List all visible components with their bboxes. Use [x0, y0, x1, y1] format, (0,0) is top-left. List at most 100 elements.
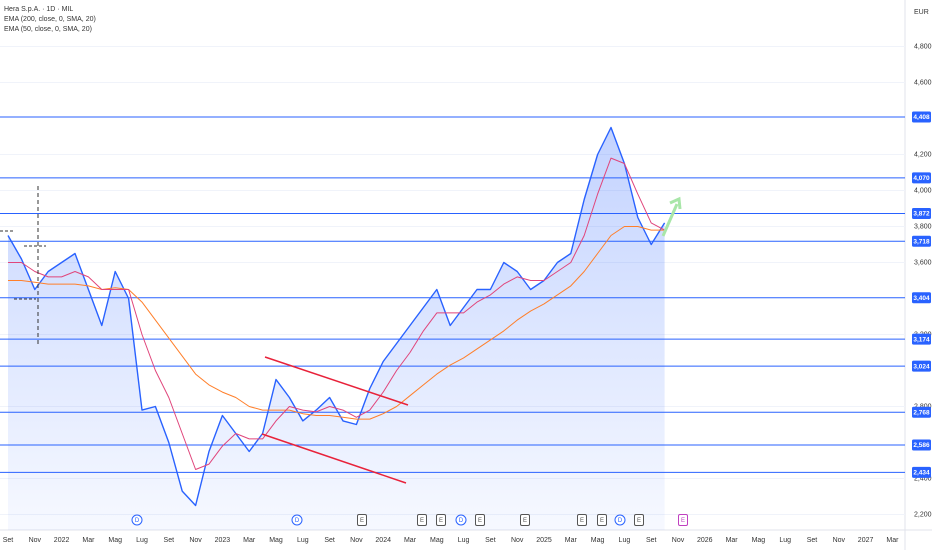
- event-marker: [678, 514, 688, 526]
- event-label: D: [618, 518, 623, 524]
- level-label: 3,872: [913, 211, 930, 218]
- x-tick-label: Lug: [297, 537, 309, 544]
- event-label: E: [523, 518, 527, 524]
- x-tick-label: Mar: [404, 537, 417, 544]
- x-tick-label: Mar: [726, 537, 739, 544]
- ema-line: [8, 157, 665, 470]
- event-marker: [520, 514, 530, 526]
- level-badge: [912, 208, 931, 220]
- x-tick-label: 2026: [697, 537, 713, 544]
- currency-label: EUR: [914, 9, 929, 16]
- y-tick-label: 4,200: [914, 151, 932, 158]
- x-tick-label: Mag: [430, 537, 444, 544]
- x-tick-label: 2023: [215, 537, 231, 544]
- x-tick-label: Set: [3, 537, 14, 544]
- level-label: 3,404: [913, 295, 930, 302]
- legend-entry: EMA (200, close, 0, SMA, 20): [4, 16, 96, 23]
- x-tick-label: Mar: [82, 537, 95, 544]
- x-tick-label: Mar: [565, 537, 578, 544]
- level-badge: [912, 360, 931, 372]
- level-label: 3,024: [913, 363, 930, 370]
- level-badge: [912, 439, 931, 451]
- level-label: 4,408: [913, 114, 930, 121]
- x-tick-label: Set: [646, 537, 657, 544]
- x-tick-label: Mar: [886, 537, 899, 544]
- level-label: 4,070: [913, 175, 930, 182]
- event-label: E: [360, 518, 364, 524]
- x-tick-label: Mag: [752, 537, 766, 544]
- ema-line: [8, 226, 665, 420]
- y-tick-label: 2,400: [914, 475, 932, 482]
- y-tick-label: 4,800: [914, 43, 932, 50]
- x-tick-label: Lug: [458, 537, 470, 544]
- x-tick-label: Nov: [29, 537, 42, 544]
- event-marker: [357, 514, 367, 526]
- x-tick-label: 2022: [54, 537, 70, 544]
- y-tick-label: 2,200: [914, 511, 932, 518]
- x-tick-label: Set: [164, 537, 175, 544]
- level-badge: [912, 333, 931, 345]
- level-badge: [912, 172, 931, 184]
- x-tick-label: Nov: [350, 537, 363, 544]
- y-tick-label: 3,800: [914, 223, 932, 230]
- trend-line: [264, 356, 409, 406]
- level-label: 2,586: [913, 442, 930, 449]
- chart-title: Hera S.p.A. · 1D · MIL: [4, 6, 73, 13]
- event-marker: [597, 514, 607, 526]
- event-label: E: [580, 518, 584, 524]
- trend-line: [261, 433, 407, 484]
- level-label: 2,768: [913, 409, 930, 416]
- x-tick-label: Mag: [269, 537, 283, 544]
- price-area: [8, 127, 665, 530]
- event-marker: [614, 514, 626, 526]
- event-marker: [291, 514, 303, 526]
- y-tick-label: 3,600: [914, 259, 932, 266]
- y-tick-label: 4,600: [914, 79, 932, 86]
- x-tick-label: 2025: [536, 537, 552, 544]
- level-label: 2,434: [913, 470, 930, 477]
- legend-entry: EMA (50, close, 0, SMA, 20): [4, 26, 92, 33]
- event-marker: [455, 514, 467, 526]
- level-label: 3,718: [913, 238, 930, 245]
- x-tick-label: Mag: [108, 537, 122, 544]
- level-badge: [912, 466, 931, 478]
- x-tick-label: Lug: [619, 537, 631, 544]
- x-tick-label: Mag: [591, 537, 605, 544]
- event-marker: [417, 514, 427, 526]
- event-label: E: [600, 518, 604, 524]
- y-tick-label: 4,000: [914, 187, 932, 194]
- price-line: [7, 126, 666, 507]
- x-tick-label: Lug: [136, 537, 148, 544]
- level-badge: [912, 292, 931, 304]
- event-label: D: [135, 518, 140, 524]
- event-label: E: [439, 518, 443, 524]
- level-badge: [912, 235, 931, 247]
- x-tick-label: Nov: [672, 537, 685, 544]
- event-marker: [475, 514, 485, 526]
- arrow: [661, 196, 682, 237]
- event-label: D: [295, 518, 300, 524]
- x-tick-label: Nov: [511, 537, 524, 544]
- level-label: 3,174: [913, 336, 930, 343]
- event-label: E: [637, 518, 641, 524]
- event-marker: [131, 514, 143, 526]
- event-label: D: [459, 518, 464, 524]
- x-tick-label: 2024: [375, 537, 391, 544]
- x-tick-label: 2027: [858, 537, 874, 544]
- x-tick-label: Set: [324, 537, 335, 544]
- x-tick-label: Set: [807, 537, 818, 544]
- event-label: E: [478, 518, 482, 524]
- x-tick-label: Nov: [189, 537, 202, 544]
- level-badge: [912, 406, 931, 418]
- x-tick-label: Mar: [243, 537, 256, 544]
- x-tick-label: Lug: [779, 537, 791, 544]
- level-badge: [912, 111, 931, 123]
- x-tick-label: Set: [485, 537, 496, 544]
- event-marker: [634, 514, 644, 526]
- event-marker: [436, 514, 446, 526]
- event-label: E: [420, 518, 424, 524]
- event-marker: [577, 514, 587, 526]
- event-label: E: [681, 518, 685, 524]
- x-tick-label: Nov: [833, 537, 846, 544]
